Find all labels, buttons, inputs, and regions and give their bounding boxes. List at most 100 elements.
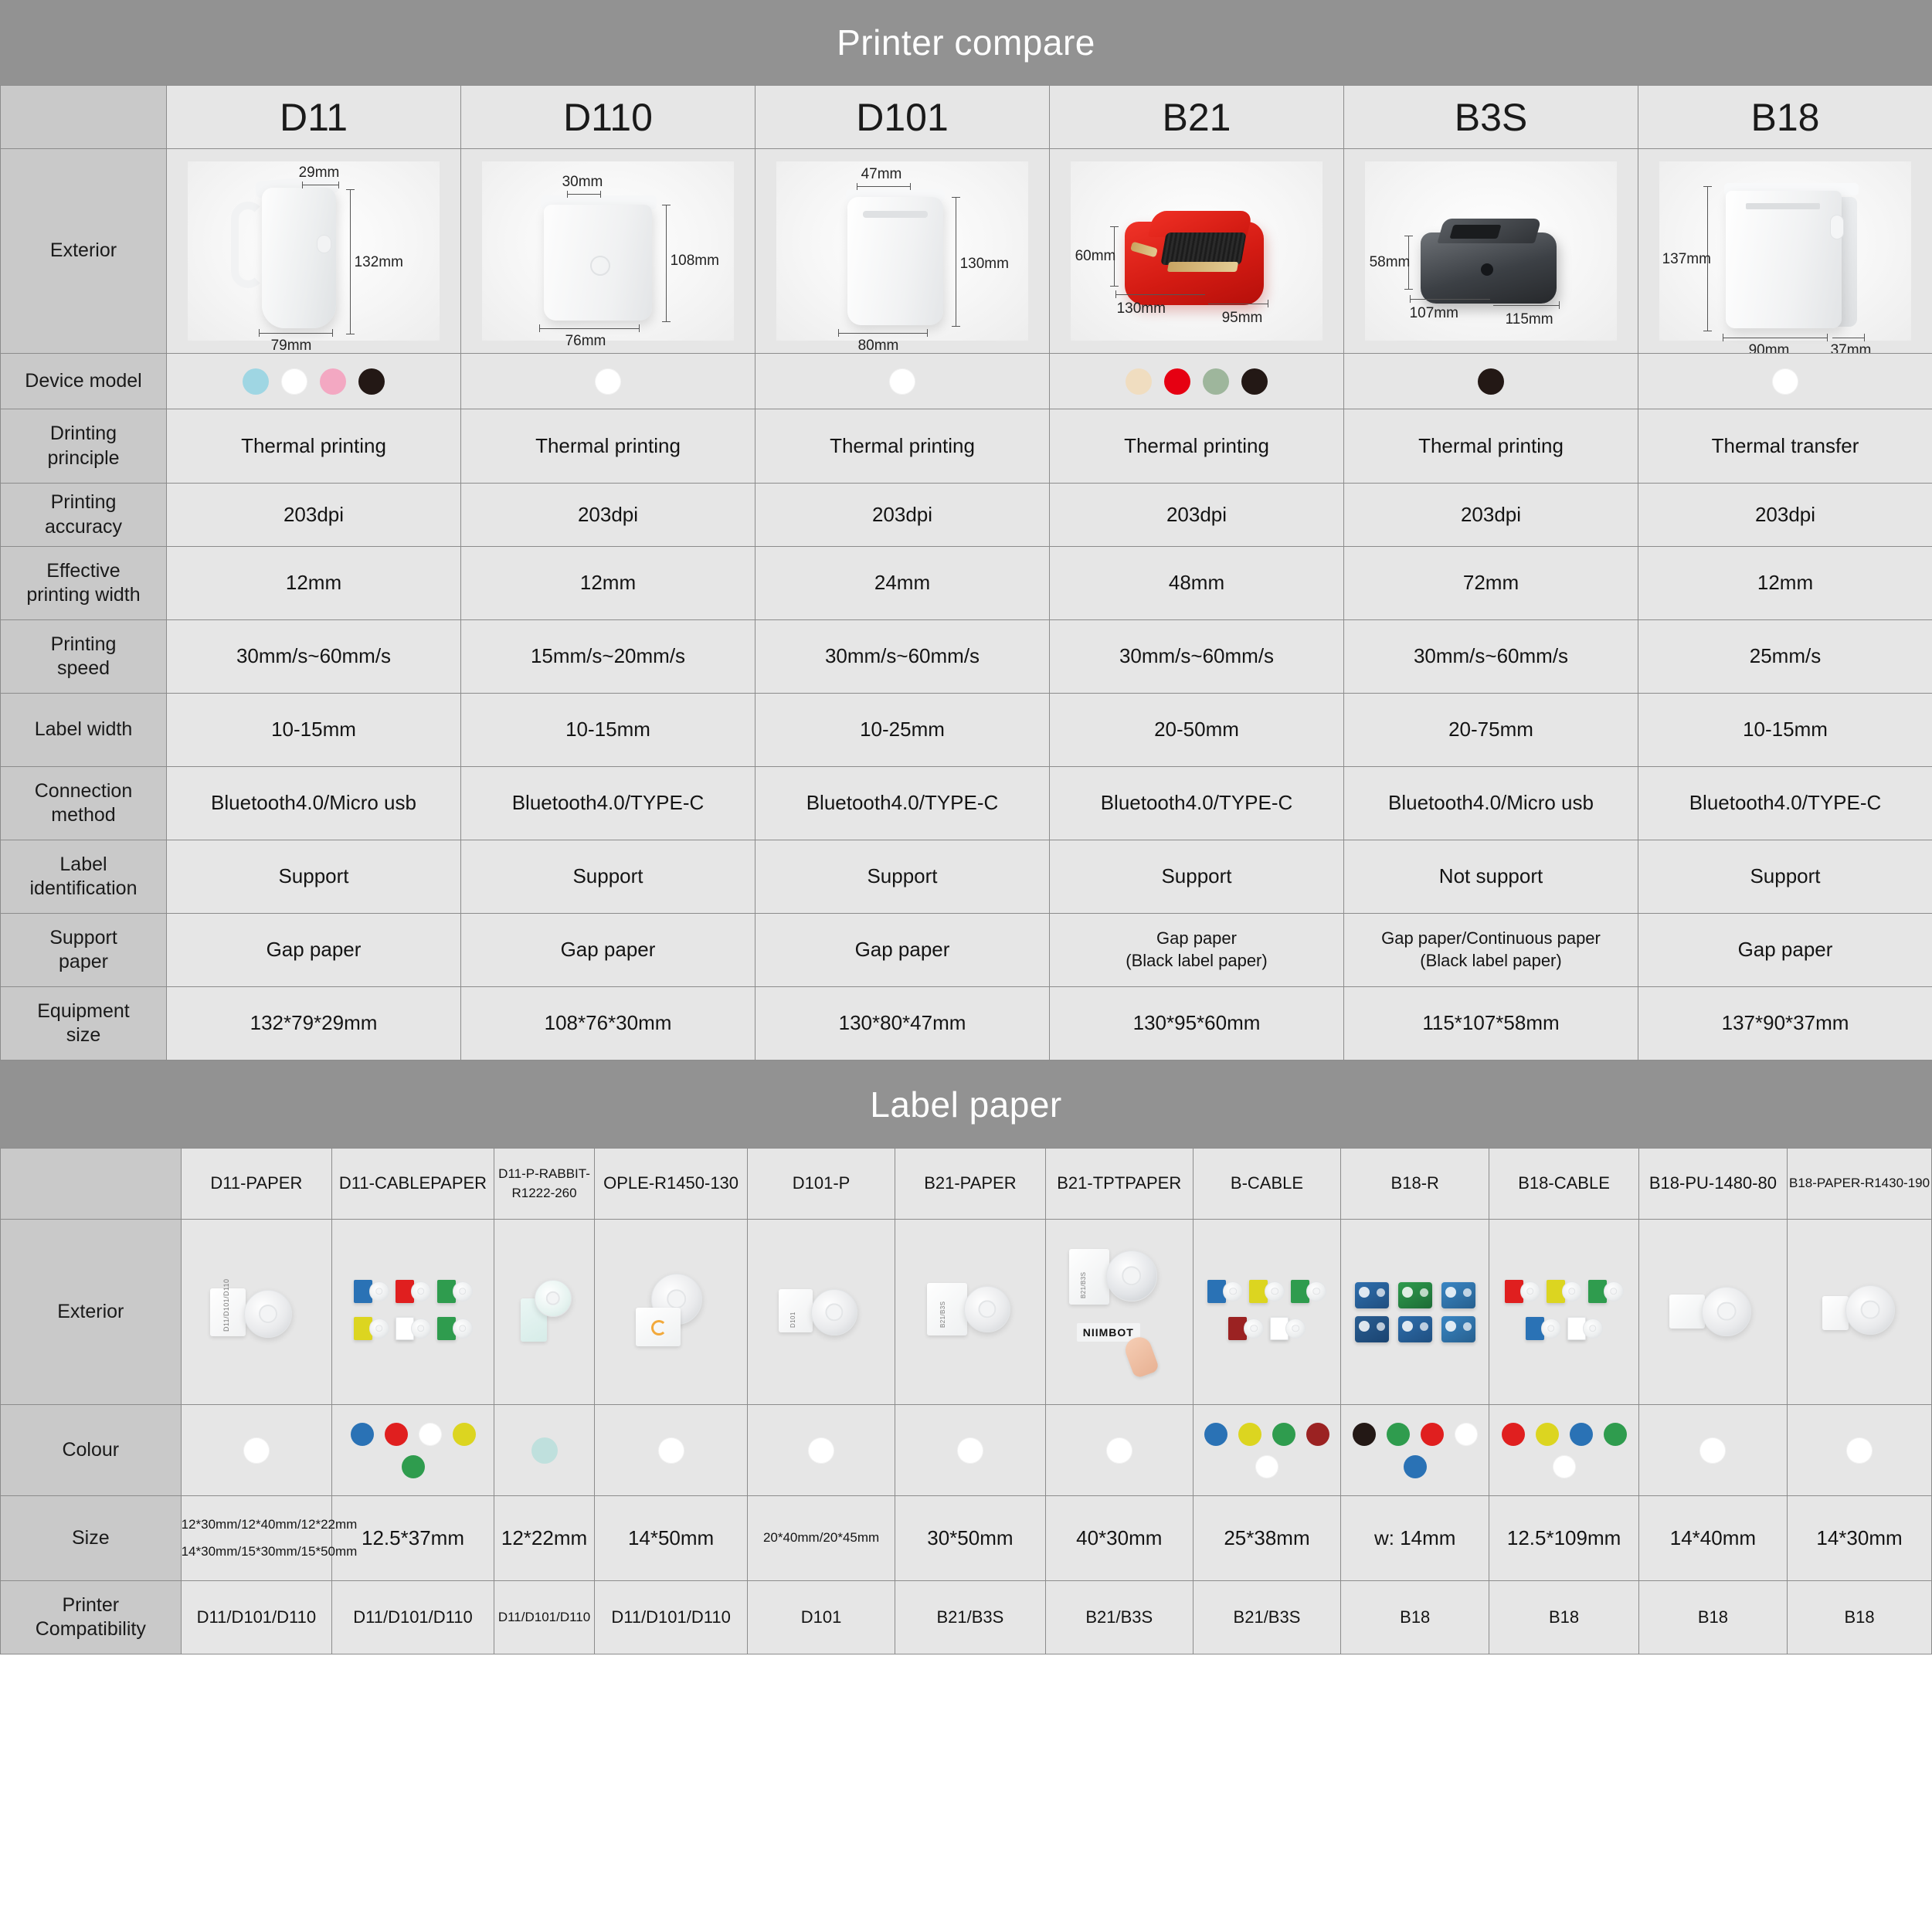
color-swatch [657,1437,684,1464]
paper-compat-4: D101 [746,1580,896,1654]
printing-principle-d11: Thermal printing [166,409,461,484]
color-swatch [452,1422,476,1446]
paper-name-0[interactable]: D11-PAPER [180,1148,333,1220]
model-header-b21[interactable]: B21 [1049,85,1344,149]
paper-name-5[interactable]: B21-PAPER [895,1148,1046,1220]
paper-colour-9 [1489,1404,1639,1496]
effective-printing-width-d110: 12mm [460,546,755,620]
label-line-1: Printer [62,1593,120,1616]
label-identification-b18: Support [1638,840,1932,914]
d11-body [261,187,336,328]
equipment-size-b3s: 115*107*58mm [1343,986,1638,1061]
row-label-printing-accuracy: Printing accuracy [0,483,167,547]
label-identification-d110: Support [460,840,755,914]
printing-principle-d110: Thermal printing [460,409,755,484]
support-paper-d110: Gap paper [460,913,755,987]
row-label-printing-speed: Printing speed [0,619,167,694]
label-line-1: Drinting [49,423,117,445]
value-line-1: Gap paper [266,938,362,962]
device-model-colors-d11 [166,353,461,409]
device-model-colors-b18 [1638,353,1932,409]
paper-name-7[interactable]: B-CABLE [1192,1148,1342,1220]
label-width-d11: 10-15mm [166,693,461,767]
support-paper-b21: Gap paper (Black label paper) [1049,913,1344,987]
paper-colour-0 [180,1404,333,1496]
effective-printing-width-b3s: 72mm [1343,546,1638,620]
model-header-d110[interactable]: D110 [460,85,755,149]
paper-exterior-7 [1192,1219,1342,1405]
model-header-b3s[interactable]: B3S [1343,85,1638,149]
label-paper-table: D11-PAPER D11-CABLEPAPER D11-P-RABBIT-R1… [0,1148,1932,1654]
paper-name-11[interactable]: B18-PAPER-R1430-190 [1787,1148,1932,1220]
label-identification-d101: Support [755,840,1050,914]
label-line-1: Equipment [37,999,130,1022]
color-swatch [1255,1454,1278,1478]
corner-cell [0,85,167,149]
cassette-group [1349,1281,1482,1342]
size-line-1: 12*30mm/12*40mm/12*22mm [181,1516,358,1532]
corner-cell-label [0,1148,182,1220]
printing-principle-row: Drinting principle Thermal printing Ther… [0,409,1932,484]
model-header-d11[interactable]: D11 [166,85,461,149]
support-paper-b18: Gap paper [1638,913,1932,987]
label-line-2: size [66,1024,101,1046]
paper-size-10: 14*40mm [1638,1495,1788,1581]
label-line-2: printing width [26,584,141,606]
label-identification-row: Label identification Support Support Sup… [0,840,1932,914]
paper-exterior-2 [493,1219,596,1405]
paper-name-10[interactable]: B18-PU-1480-80 [1638,1148,1788,1220]
paper-name-4[interactable]: D101-P [746,1148,896,1220]
label-width-row: Label width 10-15mm 10-15mm 10-25mm 20-5… [0,693,1932,767]
label-line-1: Effective [46,559,121,582]
support-paper-d101: Gap paper [755,913,1050,987]
support-paper-b3s: Gap paper/Continuous paper (Black label … [1343,913,1638,987]
exterior-row: Exterior 29mm 132mm [0,148,1932,354]
label-line-1: Connection [34,779,133,802]
d101-body [847,196,943,325]
row-label-effective-printing-width: Effective printing width [0,546,167,620]
color-swatch [1535,1422,1559,1446]
color-swatch [808,1437,835,1464]
label-line-1: Printing [50,491,117,514]
size-line-2: 14*30mm/15*30mm/15*50mm [181,1543,358,1559]
paper-compat-9: B18 [1489,1580,1639,1654]
paper-compat-2: D11/D101/D110 [493,1580,596,1654]
paper-name-8[interactable]: B18-R [1340,1148,1490,1220]
model-header-d101[interactable]: D101 [755,85,1050,149]
paper-name-2[interactable]: D11-P-RABBIT-R1222-260 [493,1148,596,1220]
value-line-1: Gap paper [854,938,950,962]
paper-size-1: 12.5*37mm [331,1495,494,1581]
paper-name-1[interactable]: D11-CABLEPAPER [331,1148,494,1220]
niimbot-label: NIIMBOT [1076,1322,1140,1342]
color-swatch [243,368,269,395]
label-line-2: speed [56,657,110,679]
color-swatch [1420,1422,1444,1446]
colour-dots [895,1431,1044,1470]
d110-dim-depth: 76mm [565,332,606,349]
colour-dots [332,1417,494,1485]
paper-colour-7 [1192,1404,1342,1496]
paper-compat-6: B21/B3S [1044,1580,1193,1654]
colour-dots [182,1431,332,1470]
color-swatch [531,1437,558,1464]
paper-compat-10: B18 [1638,1580,1788,1654]
paper-colour-1 [331,1404,494,1496]
color-swatch [281,368,307,395]
label-line-1: Label [59,853,107,875]
label-width-d101: 10-25mm [755,693,1050,767]
printer-compare-banner: Printer compare [0,0,1932,85]
color-swatch [1306,1422,1329,1446]
d11-power-button [317,235,331,253]
model-header-b18[interactable]: B18 [1638,85,1932,149]
paper-name-6[interactable]: B21-TPTPAPER [1044,1148,1193,1220]
equipment-size-d110: 108*76*30mm [460,986,755,1061]
value-line-1: Gap paper [1156,928,1237,949]
paper-name-3[interactable]: OPLE-R1450-130 [594,1148,748,1220]
paper-exterior-6: B21/B3S NIIMBOT [1044,1219,1193,1405]
device-model-row: Device model [0,353,1932,409]
paper-name-9[interactable]: B18-CABLE [1489,1148,1639,1220]
label-identification-b21: Support [1049,840,1344,914]
label-line-2: accuracy [44,515,123,538]
color-swatch [1352,1422,1376,1446]
color-swatch [1846,1437,1873,1464]
